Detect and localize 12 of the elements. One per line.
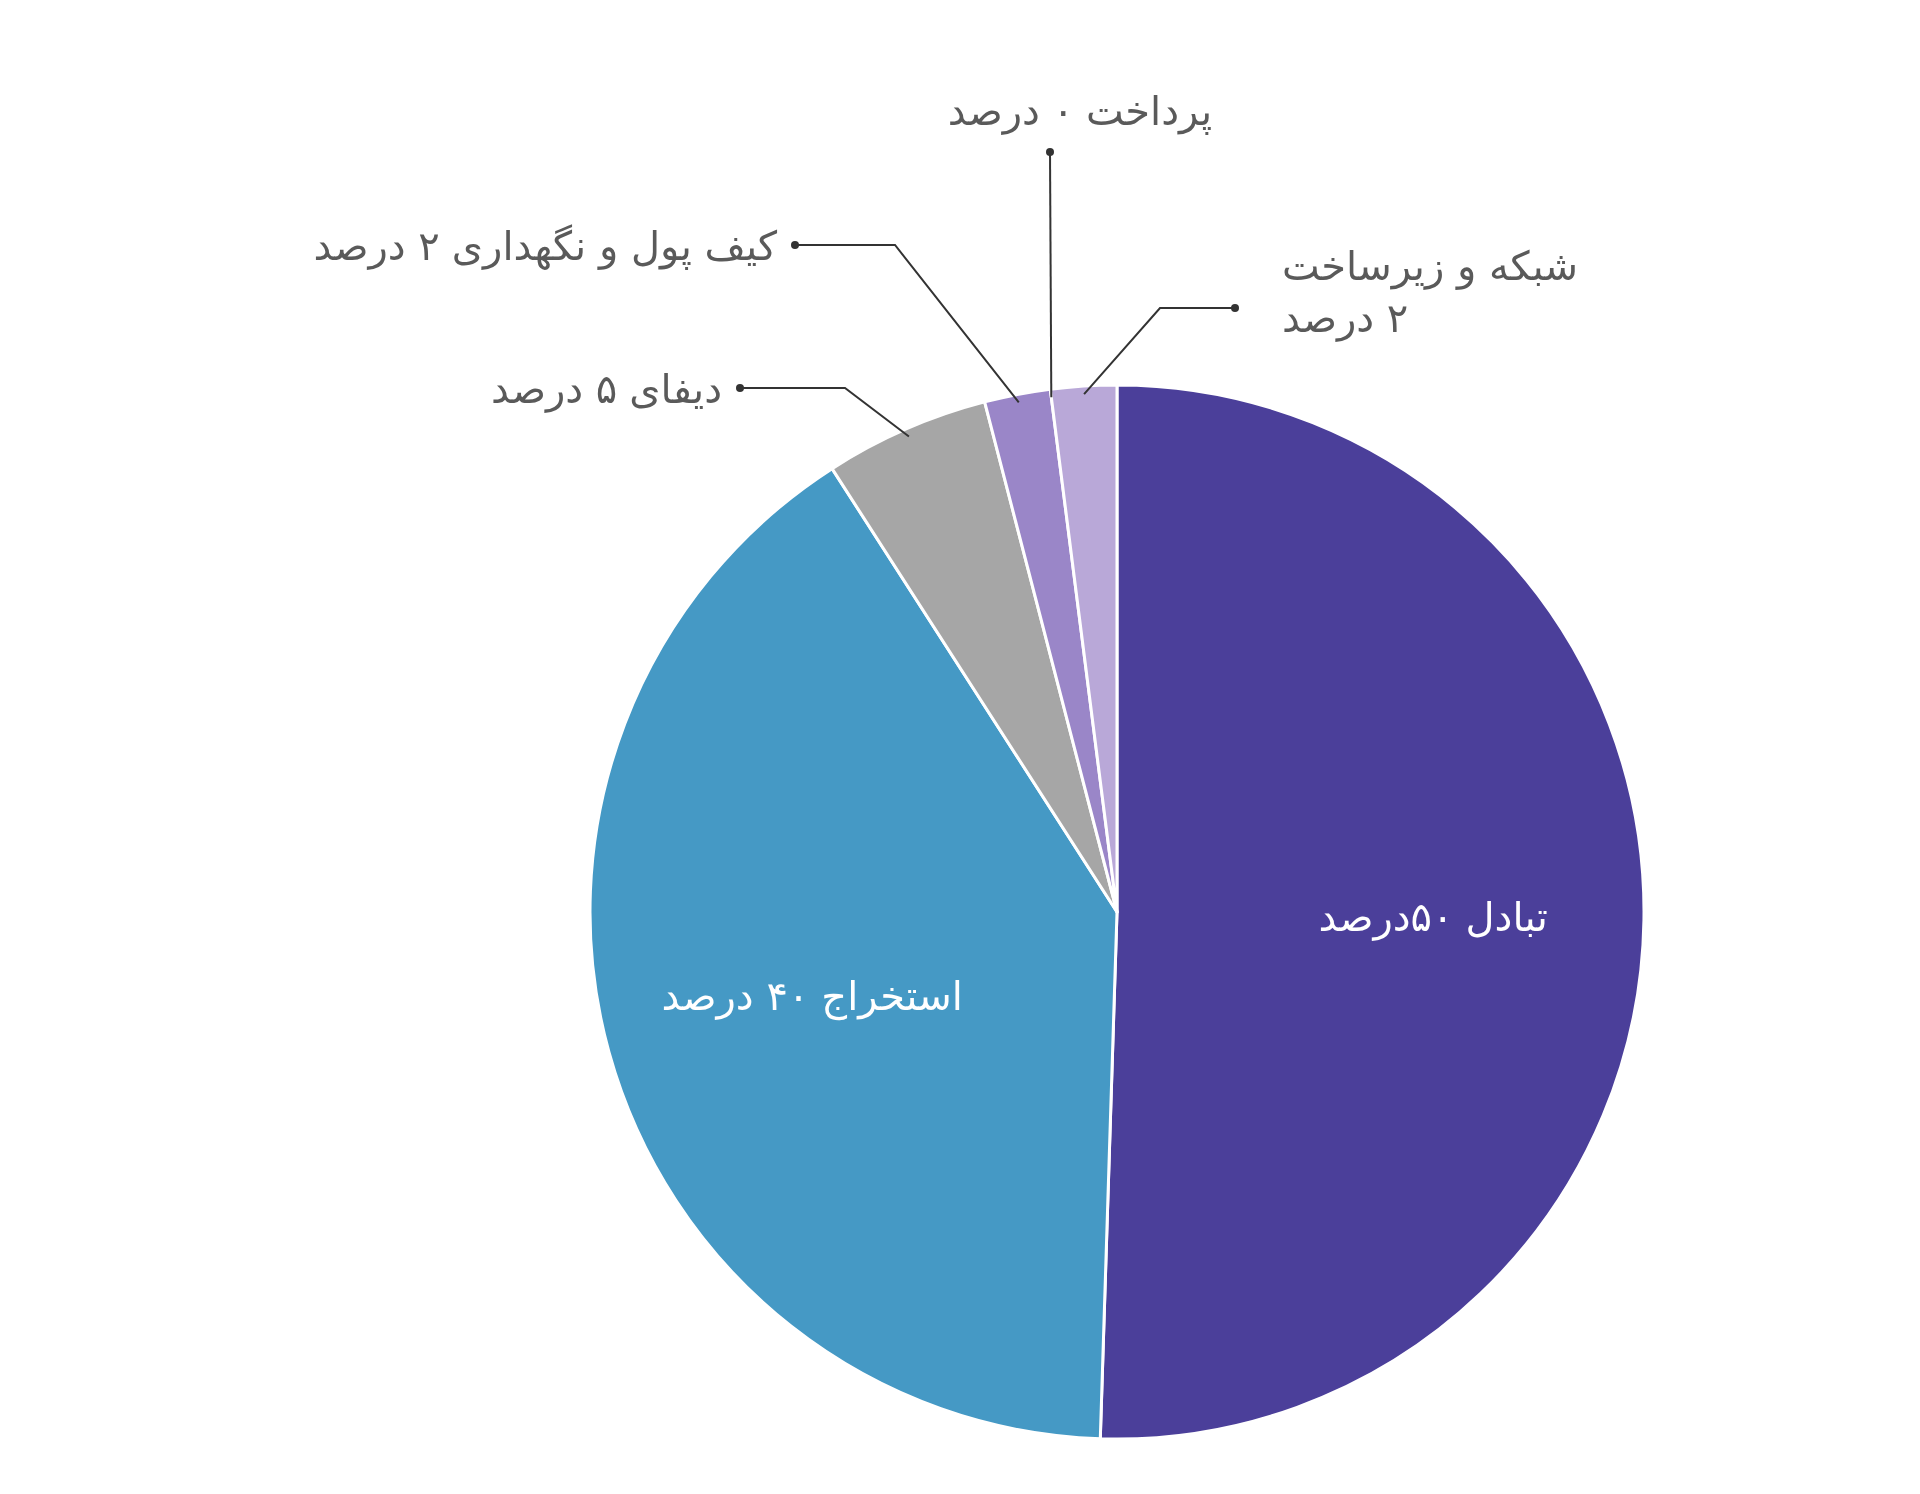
slice-label: دیفای — [629, 366, 722, 412]
text: ۰ درصد — [947, 88, 1075, 134]
slice-label: کیف پول و نگهداری — [451, 223, 778, 270]
data-label: ۲ درصد — [1282, 295, 1409, 342]
data-label: ۲ درصد — [313, 223, 440, 270]
data-label: ۵۰درصد — [1318, 894, 1454, 942]
slice-label: شبکه و زیرساخت — [1282, 243, 1579, 290]
data-label: ۵ درصد — [491, 366, 618, 413]
data-label: ۴۰ درصد — [661, 973, 810, 1021]
category-label: پرداخت — [1086, 88, 1213, 134]
slice-label: تبادل — [1465, 894, 1548, 941]
slice-label: استخراج — [821, 973, 963, 1022]
